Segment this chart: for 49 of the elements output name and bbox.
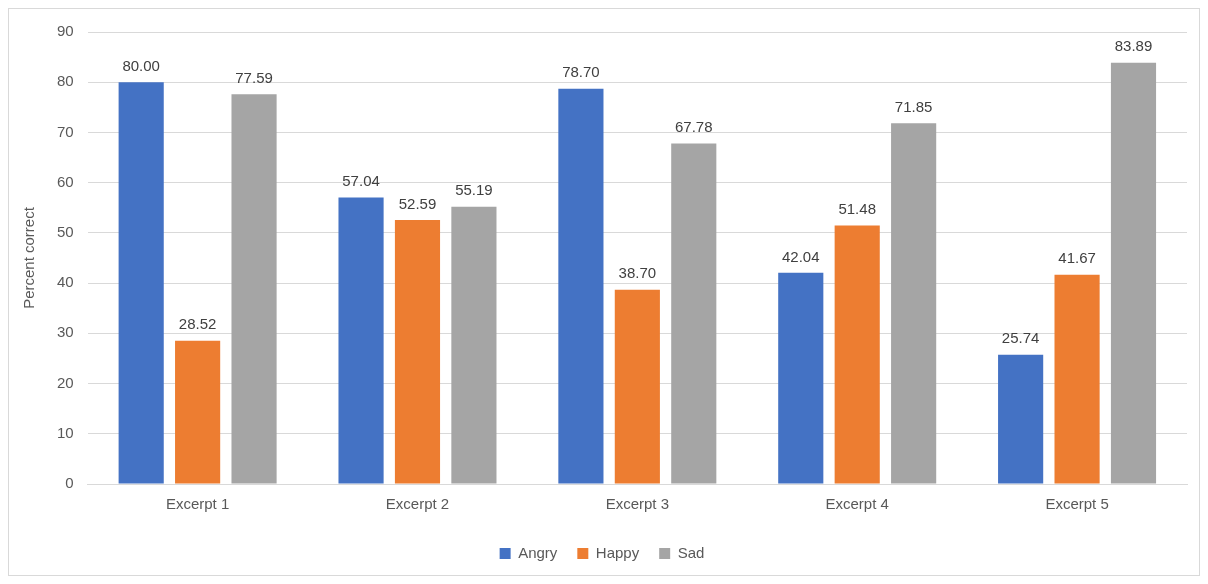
- data-label: 57.04: [342, 172, 380, 190]
- data-label: 42.04: [782, 247, 820, 265]
- y-tick-label: 10: [57, 423, 74, 441]
- data-label: 38.70: [618, 264, 657, 282]
- x-tick-label: Excerpt 2: [385, 495, 450, 513]
- x-tick-label: Excerpt 4: [825, 495, 889, 513]
- bar: [834, 225, 880, 484]
- y-tick-label: 90: [57, 22, 74, 40]
- y-tick-label: 70: [57, 122, 74, 140]
- legend-label: Happy: [595, 543, 640, 561]
- y-tick-label: 40: [57, 273, 74, 291]
- x-tick-label: Excerpt 3: [605, 495, 670, 513]
- y-tick-label: 20: [57, 373, 74, 391]
- data-label: 80.00: [122, 56, 160, 74]
- y-axis-title: Percent correct: [20, 206, 38, 309]
- bar: [998, 354, 1044, 484]
- data-label: 77.59: [235, 68, 273, 86]
- y-tick-label: 50: [57, 223, 74, 241]
- legend-label: Angry: [518, 543, 558, 561]
- bar: [671, 143, 717, 484]
- bar: [614, 289, 660, 484]
- data-label: 78.70: [562, 63, 600, 81]
- data-label: 71.85: [894, 97, 933, 115]
- bar: [1054, 274, 1100, 484]
- x-tick-label: Excerpt 1: [165, 495, 230, 513]
- data-label: 28.52: [178, 315, 217, 333]
- data-label: 67.78: [675, 118, 713, 136]
- bar: [451, 206, 497, 484]
- bar: [1110, 62, 1157, 484]
- data-label: 55.19: [455, 181, 493, 199]
- bar: [231, 94, 277, 484]
- bar: [891, 123, 937, 484]
- data-label: 41.67: [1058, 249, 1096, 267]
- bar: [778, 272, 824, 484]
- y-tick-label: 0: [65, 474, 74, 492]
- bar: [175, 340, 221, 484]
- y-tick-label: 80: [57, 72, 74, 90]
- x-tick-label: Excerpt 5: [1045, 495, 1109, 513]
- bar: [118, 82, 164, 484]
- data-label: 25.74: [1001, 329, 1040, 347]
- y-tick-label: 30: [57, 323, 74, 341]
- data-label: 51.48: [838, 200, 876, 218]
- legend-label: Sad: [677, 543, 705, 561]
- data-label: 83.89: [1114, 37, 1153, 55]
- bar: [394, 219, 441, 484]
- y-tick-label: 60: [57, 172, 74, 190]
- bar: [338, 197, 384, 484]
- bar: [558, 88, 604, 484]
- data-label: 52.59: [398, 194, 437, 212]
